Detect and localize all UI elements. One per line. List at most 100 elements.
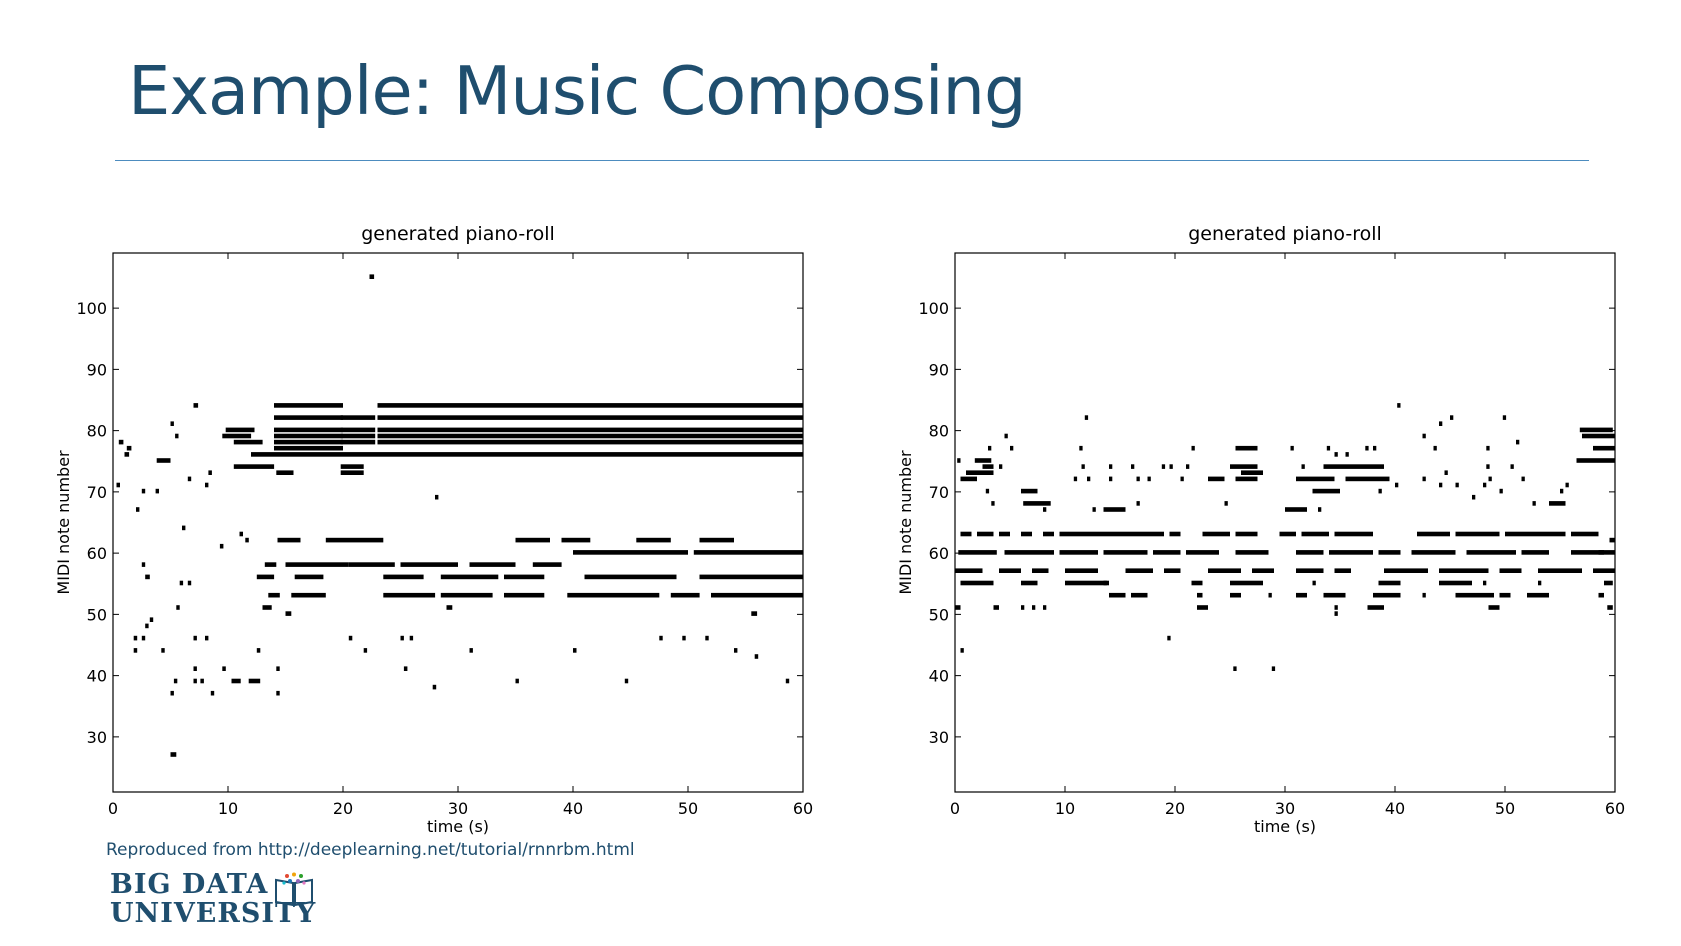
chart-1-note-111 — [573, 648, 577, 653]
chart-1-x-tick-label-4: 40 — [563, 799, 583, 818]
chart-2-note-8 — [1433, 445, 1437, 451]
chart-1-note-78 — [141, 562, 146, 567]
chart-1-note-35 — [208, 470, 212, 475]
chart-2-x-tick-label-0: 0 — [950, 799, 960, 818]
chart-2-note-15 — [960, 476, 977, 482]
chart-1-note-65 — [699, 574, 803, 580]
chart-2-note-41 — [1169, 464, 1173, 469]
chart-2-note-23 — [985, 488, 990, 494]
chart-1-note-96 — [210, 690, 215, 696]
chart-2-note-105 — [1186, 550, 1219, 555]
chart-1-note-6 — [225, 427, 255, 433]
chart-1-note-29 — [118, 439, 124, 445]
chart-2-title: generated piano-roll — [1188, 223, 1382, 245]
chart-2-note-87 — [1059, 531, 1076, 537]
chart-2-note-135 — [1230, 580, 1263, 586]
chart-2-note-12 — [1587, 458, 1615, 463]
chart-1-note-105 — [400, 635, 404, 641]
chart-1-note-77 — [751, 611, 758, 616]
chart-1-note-119 — [170, 752, 177, 757]
chart-2-note-71 — [1486, 464, 1490, 469]
chart-1-note-40 — [182, 525, 186, 531]
chart-2-note-136 — [1312, 580, 1316, 586]
chart-2-note-13 — [1576, 458, 1588, 463]
chart-1-note-28 — [124, 452, 130, 457]
chart-2-note-99 — [1609, 537, 1615, 543]
chart-2-y-tick-label-0: 30 — [929, 728, 949, 747]
chart-1-note-34 — [205, 482, 209, 488]
chart-2-note-39 — [1147, 476, 1151, 482]
chart-2-note-169 — [1271, 666, 1276, 671]
chart-1-note-115 — [705, 635, 709, 641]
chart-1-note-15 — [340, 433, 376, 439]
chart-1-note-113 — [659, 635, 663, 641]
chart-1-note-60 — [294, 574, 324, 580]
chart-1-note-51 — [285, 562, 349, 567]
chart-1-note-67 — [291, 592, 326, 598]
chart-2-note-155 — [1422, 592, 1426, 598]
chart-2-note-17 — [974, 458, 992, 463]
chart-2-note-79 — [1565, 482, 1569, 488]
chart-2-note-88 — [1076, 531, 1164, 537]
chart-2-note-127 — [1499, 568, 1522, 573]
chart-2-note-46 — [1235, 445, 1258, 451]
chart-2-note-66 — [1439, 482, 1443, 488]
chart-2-note-51 — [1290, 445, 1294, 451]
chart-2-note-101 — [1004, 550, 1054, 555]
chart-2-note-47 — [1230, 464, 1258, 469]
chart-2-note-120 — [1164, 568, 1181, 573]
chart-1-note-82 — [176, 605, 180, 610]
chart-2-note-28 — [1079, 445, 1083, 451]
chart-1-y-tick-label-4: 70 — [87, 483, 107, 502]
chart-2-y-tick-label-5: 80 — [929, 422, 949, 441]
chart-2-note-109 — [1378, 550, 1401, 555]
chart-2-note-85 — [1021, 531, 1032, 537]
chart-1-note-69 — [440, 592, 493, 598]
chart-1-y-axis-label: MIDI note number — [54, 450, 73, 595]
chart-2-note-161 — [1334, 605, 1338, 610]
chart-2-note-40 — [1161, 464, 1166, 469]
chart-2-note-165 — [1334, 611, 1338, 616]
chart-2-y-tick-label-7: 100 — [918, 299, 949, 318]
chart-1-note-39 — [435, 494, 439, 500]
chart-1-note-41 — [219, 543, 224, 549]
chart-1-note-99 — [248, 678, 261, 684]
chart-1-note-84 — [145, 623, 149, 629]
chart-2-note-117 — [1032, 568, 1049, 573]
chart-1-note-63 — [504, 574, 545, 580]
chart-1-note-14 — [340, 427, 376, 433]
chart-2-note-97 — [1505, 531, 1566, 537]
chart-2-note-90 — [1202, 531, 1230, 537]
chart-2-note-153 — [1323, 592, 1346, 598]
chart-1-note-81 — [187, 580, 192, 586]
chart-2-note-119 — [1125, 568, 1153, 573]
chart-2-note-48 — [1235, 476, 1258, 482]
chart-1-note-48 — [636, 537, 671, 543]
chart-2-note-116 — [999, 568, 1021, 573]
chart-2-x-tick-label-6: 60 — [1605, 799, 1625, 818]
chart-2-y-tick-label-3: 60 — [929, 544, 949, 563]
chart-1-note-43 — [245, 537, 249, 543]
chart-1-note-109 — [469, 648, 473, 653]
chart-1-note-1 — [193, 403, 199, 408]
chart-1-note-47 — [561, 537, 591, 543]
chart-1-y-tick-label-6: 90 — [87, 360, 107, 379]
chart-2-note-26 — [1023, 501, 1051, 506]
chart-2-note-121 — [1208, 568, 1241, 573]
chart-2-note-132 — [1065, 580, 1109, 586]
chart-1-note-74 — [262, 605, 272, 610]
chart-1-x-axis-label: time (s) — [427, 817, 489, 836]
chart-2-note-76 — [1532, 501, 1536, 506]
chart-2-note-110 — [1411, 550, 1456, 555]
chart-2-note-92 — [1279, 531, 1296, 537]
chart-2-note-4 — [1502, 415, 1507, 420]
chart-2-x-tick-label-3: 30 — [1275, 799, 1295, 818]
chart-2-note-142 — [955, 605, 961, 610]
chart-2-note-27 — [1043, 507, 1047, 512]
chart-2-note-37 — [1136, 476, 1140, 482]
chart-2-note-21 — [988, 445, 992, 451]
chart-1-note-107 — [403, 666, 408, 671]
chart-2-note-67 — [1444, 470, 1448, 475]
chart-2-y-tick-label-6: 90 — [929, 360, 949, 379]
